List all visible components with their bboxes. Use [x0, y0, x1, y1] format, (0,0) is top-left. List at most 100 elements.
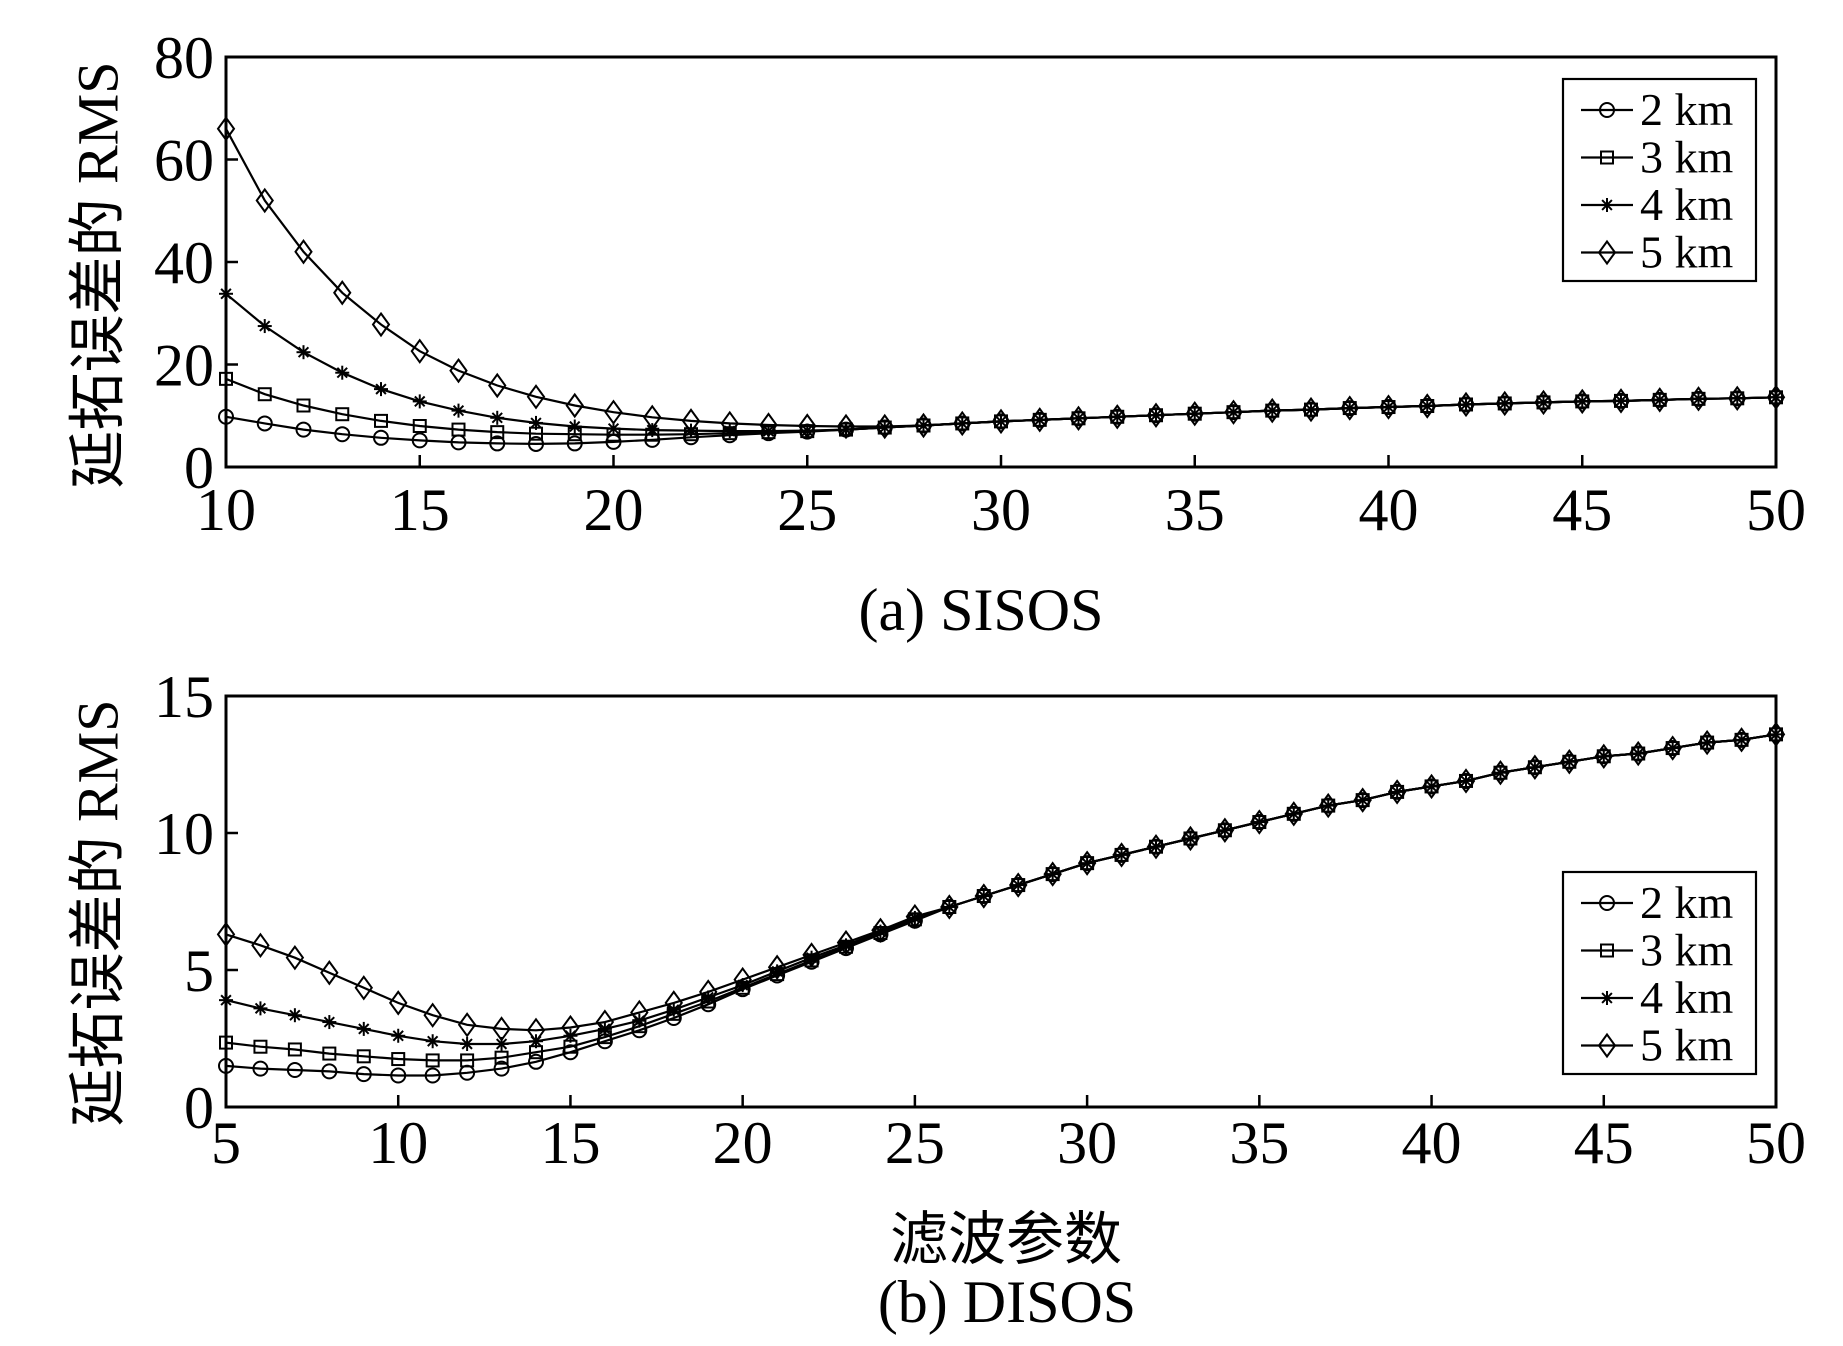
marker-5km: [1250, 809, 1269, 835]
series-line-5km: [225, 128, 1777, 428]
x-tick-label: 45: [1574, 1110, 1634, 1176]
legend-marker-2km: [1599, 895, 1615, 911]
legend-label-4km: 4 km: [1640, 972, 1734, 1023]
marker-3km: [296, 398, 311, 413]
legend-box: [1561, 77, 1758, 283]
marker-5km: [905, 903, 925, 930]
marker-5km: [974, 883, 994, 909]
marker-5km: [1387, 779, 1407, 805]
marker-5km: [1146, 833, 1166, 860]
marker-2km: [334, 426, 351, 443]
marker-5km: [953, 410, 972, 437]
marker-5km: [802, 942, 821, 968]
marker-5km: [1108, 404, 1127, 430]
marker-5km: [940, 894, 959, 920]
y-tick-label: 40: [154, 230, 214, 296]
legend: 2 km3 km4 km5 km: [1561, 77, 1758, 283]
marker-4km: [529, 415, 543, 430]
marker-4km: [645, 423, 660, 438]
marker-5km: [1594, 743, 1614, 769]
marker-2km: [355, 1066, 372, 1083]
marker-3km: [257, 387, 272, 402]
legend-marker-5km: [1597, 1032, 1617, 1059]
y-tick-label: 5: [184, 938, 214, 1004]
marker-4km: [451, 403, 466, 418]
marker-2km: [390, 1067, 407, 1084]
x-tick-label: 10: [196, 477, 256, 543]
marker-3km: [253, 1039, 268, 1054]
x-axis-label: 滤波参数: [890, 1207, 1122, 1272]
marker-4km: [322, 1015, 337, 1030]
marker-5km: [1284, 801, 1304, 827]
marker-5km: [698, 979, 718, 1005]
marker-2km: [373, 429, 389, 446]
marker-3km: [287, 1042, 302, 1057]
marker-5km: [1422, 773, 1441, 800]
marker-5km: [1215, 817, 1235, 843]
x-tick-label: 25: [777, 477, 837, 543]
marker-4km: [374, 382, 388, 397]
legend-label-2km: 2 km: [1640, 877, 1734, 928]
marker-5km: [320, 960, 339, 986]
x-tick-label: 50: [1746, 1110, 1806, 1176]
marker-5km: [1146, 402, 1166, 428]
marker-2km: [528, 435, 544, 452]
x-tick-label: 40: [1359, 477, 1419, 543]
marker-3km: [356, 1049, 371, 1064]
marker-2km: [411, 432, 428, 449]
marker-5km: [1560, 749, 1579, 775]
marker-5km: [410, 338, 429, 364]
marker-4km: [666, 1002, 681, 1017]
y-tick-label: 10: [154, 801, 214, 867]
marker-2km: [566, 435, 583, 452]
plot-area: [216, 721, 1786, 1084]
marker-5km: [991, 408, 1011, 435]
marker-5km: [1495, 390, 1514, 417]
marker-5km: [1628, 740, 1648, 767]
marker-2km: [528, 1053, 544, 1070]
y-axis-label: 延拓误差的 RMS: [66, 61, 131, 488]
marker-5km: [1353, 787, 1372, 813]
x-tick-label: 25: [885, 1110, 945, 1176]
marker-5km: [733, 966, 752, 993]
marker-5km: [255, 187, 274, 214]
marker-3km: [391, 1052, 406, 1067]
plot-area: [216, 116, 1786, 452]
x-tick-label: 35: [1229, 1110, 1289, 1176]
series-line-5km: [225, 733, 1777, 1032]
y-axis-label: 延拓误差的 RMS: [66, 699, 131, 1126]
marker-5km: [333, 280, 352, 306]
marker-5km: [664, 990, 684, 1016]
marker-5km: [643, 404, 662, 430]
x-tick-label: 30: [971, 477, 1031, 543]
marker-3km: [425, 1053, 440, 1068]
marker-5km: [1456, 391, 1476, 418]
x-tick-label: 20: [584, 477, 644, 543]
legend-label-3km: 3 km: [1640, 925, 1734, 976]
marker-3km: [494, 1050, 509, 1065]
legend-marker-3km: [1600, 150, 1614, 165]
marker-5km: [767, 954, 787, 980]
chart-b-disos: 延拓误差的 RMS 滤波参数 (b) DISOS 5 10 15 20 25 30 35 40…: [66, 664, 1807, 1335]
marker-5km: [681, 408, 701, 434]
chart-caption: (a) SISOS: [858, 577, 1103, 643]
marker-5km: [526, 384, 546, 410]
marker-3km: [374, 413, 388, 428]
marker-4km: [335, 365, 350, 380]
marker-4km: [425, 1034, 440, 1049]
marker-4km: [253, 1001, 268, 1016]
legend-marker-2km: [1599, 102, 1615, 118]
marker-5km: [798, 413, 817, 439]
marker-4km: [412, 394, 427, 409]
marker-5km: [1697, 729, 1717, 756]
marker-4km: [490, 410, 505, 425]
marker-4km: [567, 419, 582, 434]
marker-5km: [1650, 387, 1669, 413]
x-tick-label: 35: [1165, 477, 1225, 543]
marker-5km: [1534, 389, 1553, 416]
x-tick-label: 30: [1057, 1110, 1117, 1176]
marker-5km: [836, 929, 856, 956]
x-tick-label: 45: [1552, 477, 1612, 543]
marker-3km: [322, 1046, 337, 1061]
